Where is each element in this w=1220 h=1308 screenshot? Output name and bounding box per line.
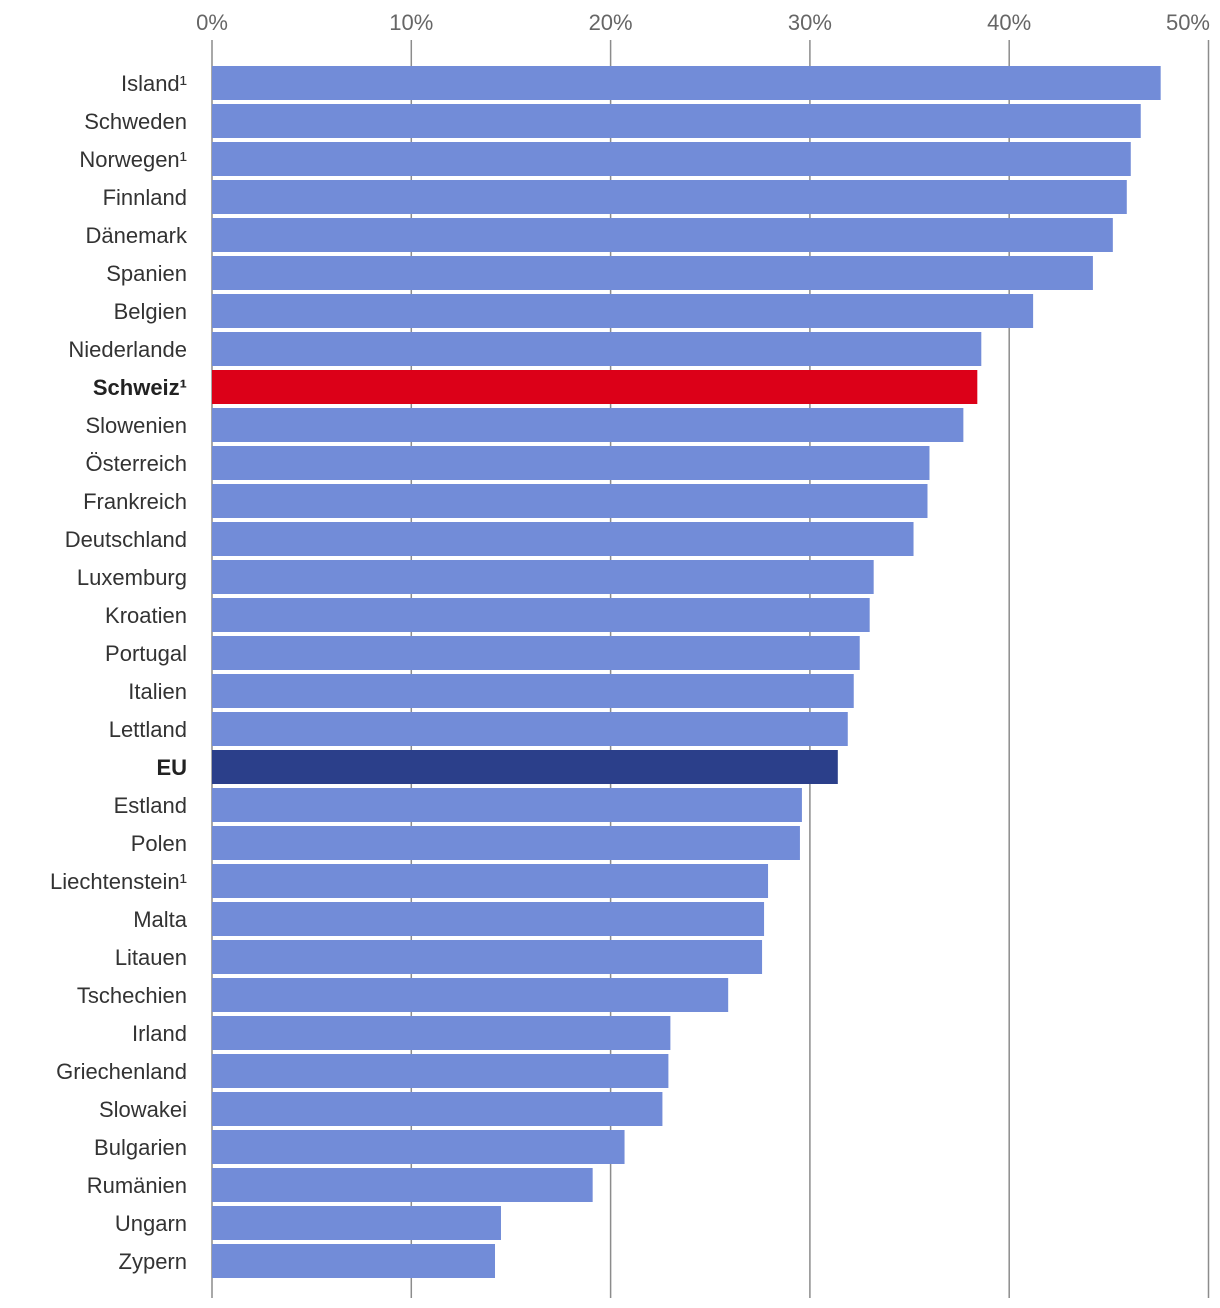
category-label: Slowakei bbox=[99, 1097, 187, 1122]
category-label: Rumänien bbox=[87, 1173, 187, 1198]
bar-25 bbox=[212, 1016, 671, 1050]
bar-1 bbox=[212, 104, 1141, 138]
bar-4 bbox=[212, 218, 1113, 252]
x-tick-label: 0% bbox=[196, 10, 228, 35]
bar-11 bbox=[212, 484, 928, 518]
x-tick-label: 50% bbox=[1166, 10, 1210, 35]
category-label: Österreich bbox=[86, 451, 187, 476]
bar-3 bbox=[212, 180, 1127, 214]
category-label: Malta bbox=[133, 907, 188, 932]
category-label: Finnland bbox=[103, 185, 187, 210]
category-label: Bulgarien bbox=[94, 1135, 187, 1160]
bar-13 bbox=[212, 560, 874, 594]
bar-28 bbox=[212, 1130, 625, 1164]
bar-19 bbox=[212, 788, 802, 822]
category-label: Irland bbox=[132, 1021, 187, 1046]
bar-31 bbox=[212, 1244, 496, 1278]
category-label: EU bbox=[156, 755, 187, 780]
bar-6 bbox=[212, 294, 1034, 328]
category-label: Dänemark bbox=[86, 223, 188, 248]
bar-30 bbox=[212, 1206, 501, 1240]
bar-12 bbox=[212, 522, 914, 556]
category-label: Italien bbox=[128, 679, 187, 704]
category-label: Schweden bbox=[84, 109, 187, 134]
category-label: Luxemburg bbox=[77, 565, 187, 590]
category-label: Kroatien bbox=[105, 603, 187, 628]
bar-23 bbox=[212, 940, 763, 974]
category-label: Spanien bbox=[106, 261, 187, 286]
x-tick-label: 10% bbox=[389, 10, 433, 35]
category-label: Island¹ bbox=[121, 71, 187, 96]
x-axis-ticks: 0% 10% 20% 30% 40% 50% bbox=[196, 10, 1210, 35]
category-label: Zypern bbox=[119, 1249, 187, 1274]
bar-15 bbox=[212, 636, 860, 670]
x-tick-label: 40% bbox=[987, 10, 1031, 35]
category-labels: Island¹ Schweden Norwegen¹ Finnland Dänemark… bbox=[50, 71, 188, 1274]
bar-20 bbox=[212, 826, 800, 860]
bar-27 bbox=[212, 1092, 663, 1126]
bar-2 bbox=[212, 142, 1131, 176]
bar-5 bbox=[212, 256, 1093, 290]
category-label: Polen bbox=[131, 831, 187, 856]
bar-29 bbox=[212, 1168, 593, 1202]
category-label: Schweiz¹ bbox=[93, 375, 187, 400]
bars bbox=[212, 66, 1161, 1278]
x-tick-label: 20% bbox=[589, 10, 633, 35]
bar-7 bbox=[212, 332, 982, 366]
bar-24 bbox=[212, 978, 729, 1012]
category-label: Estland bbox=[114, 793, 187, 818]
category-label: Griechenland bbox=[56, 1059, 187, 1084]
bar-8 bbox=[212, 370, 978, 404]
x-tick-label: 30% bbox=[788, 10, 832, 35]
category-label: Tschechien bbox=[77, 983, 187, 1008]
category-label: Ungarn bbox=[115, 1211, 187, 1236]
category-label: Portugal bbox=[105, 641, 187, 666]
category-label: Belgien bbox=[114, 299, 187, 324]
category-label: Niederlande bbox=[68, 337, 187, 362]
bar-17 bbox=[212, 712, 848, 746]
bar-18 bbox=[212, 750, 838, 784]
category-label: Deutschland bbox=[65, 527, 187, 552]
bar-9 bbox=[212, 408, 964, 442]
bar-10 bbox=[212, 446, 930, 480]
category-label: Slowenien bbox=[85, 413, 187, 438]
bar-22 bbox=[212, 902, 765, 936]
bar-0 bbox=[212, 66, 1161, 100]
category-label: Liechtenstein¹ bbox=[50, 869, 187, 894]
bar-26 bbox=[212, 1054, 669, 1088]
bar-16 bbox=[212, 674, 854, 708]
category-label: Lettland bbox=[109, 717, 187, 742]
bar-21 bbox=[212, 864, 769, 898]
category-label: Frankreich bbox=[83, 489, 187, 514]
category-label: Litauen bbox=[115, 945, 187, 970]
bar-14 bbox=[212, 598, 870, 632]
category-label: Norwegen¹ bbox=[79, 147, 187, 172]
